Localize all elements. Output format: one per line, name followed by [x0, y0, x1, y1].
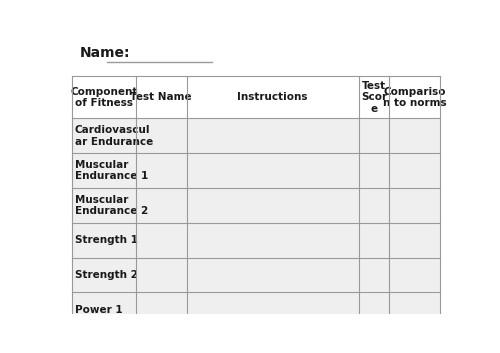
Text: Muscular
Endurance 2: Muscular Endurance 2 [74, 195, 148, 216]
Text: Instructions: Instructions [238, 92, 308, 102]
Text: Strength 1: Strength 1 [74, 235, 138, 245]
Text: Power 1: Power 1 [74, 305, 122, 315]
Text: Cardiovascul
ar Endurance: Cardiovascul ar Endurance [74, 125, 153, 146]
Bar [72, 76, 440, 119]
Text: Strength 2: Strength 2 [74, 270, 138, 280]
Bar [72, 292, 440, 327]
Text: Component
of Fitness: Component of Fitness [70, 86, 138, 108]
Bar [72, 188, 440, 223]
Text: Test Name: Test Name [130, 92, 192, 102]
Text: Name:: Name: [80, 46, 130, 60]
Bar [72, 119, 440, 153]
Bar [72, 153, 440, 188]
Text: Test
Scor
e: Test Scor e [361, 81, 387, 114]
Text: Compariso
n to norms: Compariso n to norms [383, 86, 446, 108]
Bar [72, 258, 440, 292]
Text: Muscular
Endurance 1: Muscular Endurance 1 [74, 160, 148, 181]
Bar [72, 223, 440, 258]
